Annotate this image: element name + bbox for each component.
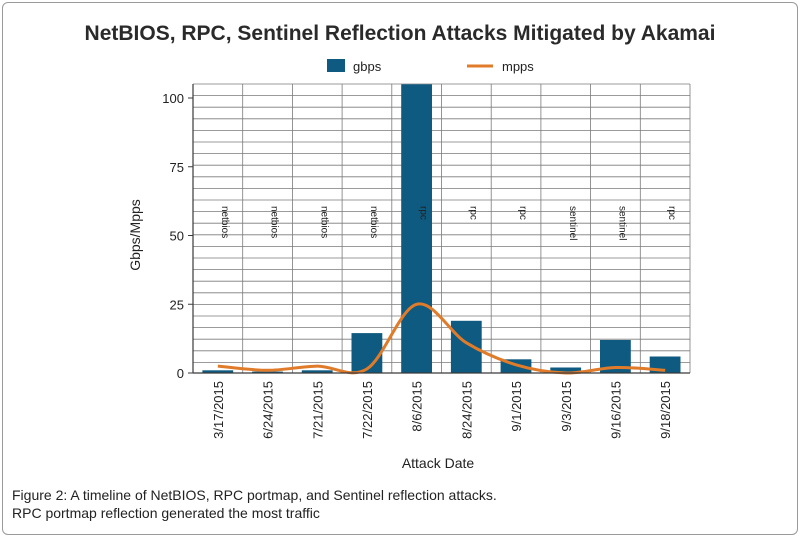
y-tick-label: 75 [170,160,184,175]
line-mpps [217,302,666,375]
x-tick-label: 3/17/2015 [211,381,226,439]
figure-caption-line-1: Figure 2: A timeline of NetBIOS, RPC por… [12,487,497,503]
bar-gbps [351,333,383,373]
annotation-label: netbios [318,206,329,238]
x-tick-label: 9/3/2015 [559,381,574,432]
x-tick-label: 7/21/2015 [310,381,325,439]
annotation-label: rpc [666,206,677,220]
legend-gbps-label: gbps [353,59,382,74]
y-tick-label: 25 [170,297,184,312]
legend-gbps-swatch [327,59,345,72]
annotation-label: rpc [418,206,429,220]
y-axis-label: Gbps/Mpps [127,199,143,271]
chart-title: NetBIOS, RPC, Sentinel Reflection Attack… [85,22,716,45]
bar-gbps [401,84,432,374]
x-tick-label: 8/6/2015 [410,381,425,432]
x-tick-label: 9/1/2015 [509,381,524,432]
x-tick-label: 7/22/2015 [360,381,375,439]
annotation-label: netbios [269,206,280,238]
bar-gbps [550,367,582,373]
annotation-label: sentinel [567,206,578,240]
y-tick-label: 50 [170,229,184,244]
x-tick-label: 9/16/2015 [609,381,624,439]
bar-gbps [202,370,234,374]
bar-gbps [301,370,333,374]
x-tick-label: 9/18/2015 [658,381,673,439]
x-tick-label: 6/24/2015 [261,381,276,439]
annotation-label: sentinel [617,206,628,240]
annotation-label: netbios [368,206,379,238]
y-tick-label: 100 [162,91,184,106]
x-tick-label: 8/24/2015 [459,381,474,439]
figure-caption-line-2: RPC portmap reflection generated the mos… [12,505,320,521]
bar-gbps [450,320,482,374]
y-tick-label: 0 [177,366,184,381]
legend-mpps-label: mpps [502,59,534,74]
bar-gbps [252,371,283,373]
annotation-label: rpc [517,206,528,220]
annotation-label: rpc [467,206,478,220]
annotation-label: netbios [219,206,230,238]
x-axis-label: Attack Date [402,455,475,471]
